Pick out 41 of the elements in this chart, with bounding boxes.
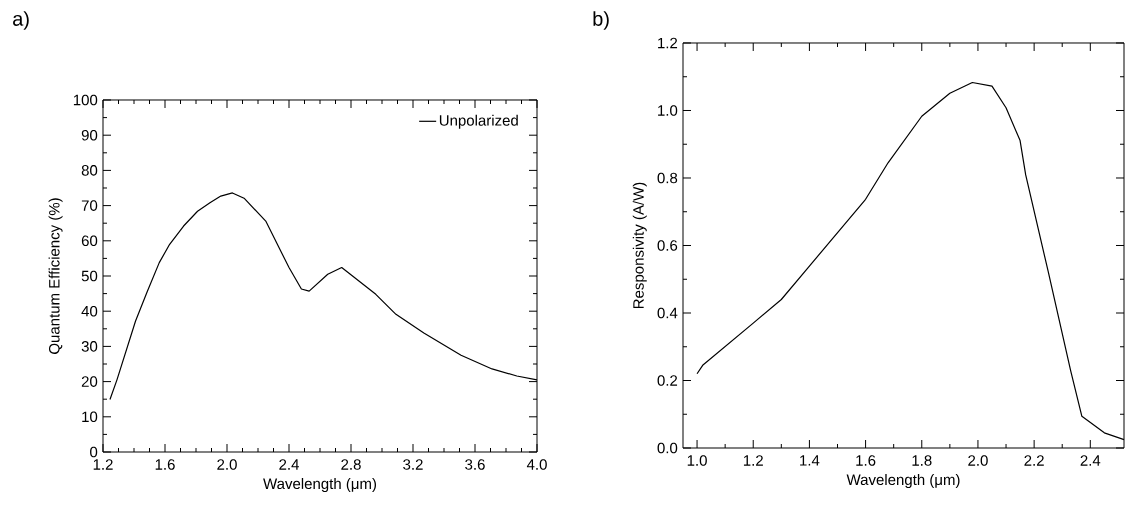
x-tick-label: 2.4 [279,459,299,470]
y-tick-label: 60 [81,235,98,247]
x-tick-label: 1.6 [856,455,876,466]
x-tick-label: 3.6 [465,459,485,470]
y-tick-label: 0.4 [657,307,678,319]
y-tick-label: 80 [81,165,98,176]
x-tick-label: 1.8 [912,455,932,466]
x-tick-label: 2.8 [341,459,361,470]
y-tick-label: 10 [82,411,98,423]
y-tick-label: 30 [81,341,98,352]
y-axis-title: Responsivity (A/W) [632,182,647,309]
y-tick-label: 1.0 [658,105,678,116]
y-tick-label: 40 [81,305,98,317]
y-tick-label: 0.2 [657,375,678,386]
x-axis-title: Wavelength (μm) [263,478,377,492]
x-tick-label: 2.4 [1080,455,1101,466]
text: b) [593,11,609,30]
x-tick-label: 1.6 [155,459,175,470]
y-tick-label: 0.8 [657,172,678,184]
y-tick-label: 50 [81,270,98,282]
y-tick-label: 20 [81,376,98,387]
x-axis-title: Wavelength (μm) [846,474,960,488]
y-tick-label: 1.2 [658,37,678,49]
x-tick-label: 1.0 [687,455,707,466]
legend-label: Unpolarized [439,114,518,129]
y-tick-label: 0.0 [657,442,678,454]
x-tick-label: 1.2 [93,459,113,470]
x-tick-label: 2.0 [968,455,988,466]
y-tick-label: 90 [81,129,98,141]
x-tick-label: 2.2 [1024,455,1044,466]
y-axis-title: Quantum Efficiency (%) [48,198,63,354]
y-tick-label: 100 [73,94,98,106]
text: a) [13,11,29,30]
x-tick-label: 3.2 [403,459,423,470]
y-tick-label: 0 [90,446,98,458]
y-tick-label: 70 [81,200,98,211]
x-tick-label: 1.4 [800,455,820,466]
x-tick-label: 1.2 [743,455,763,466]
y-tick-label: 0.6 [657,240,678,251]
x-tick-label: 4.0 [526,459,547,470]
x-tick-label: 2.0 [217,459,237,470]
